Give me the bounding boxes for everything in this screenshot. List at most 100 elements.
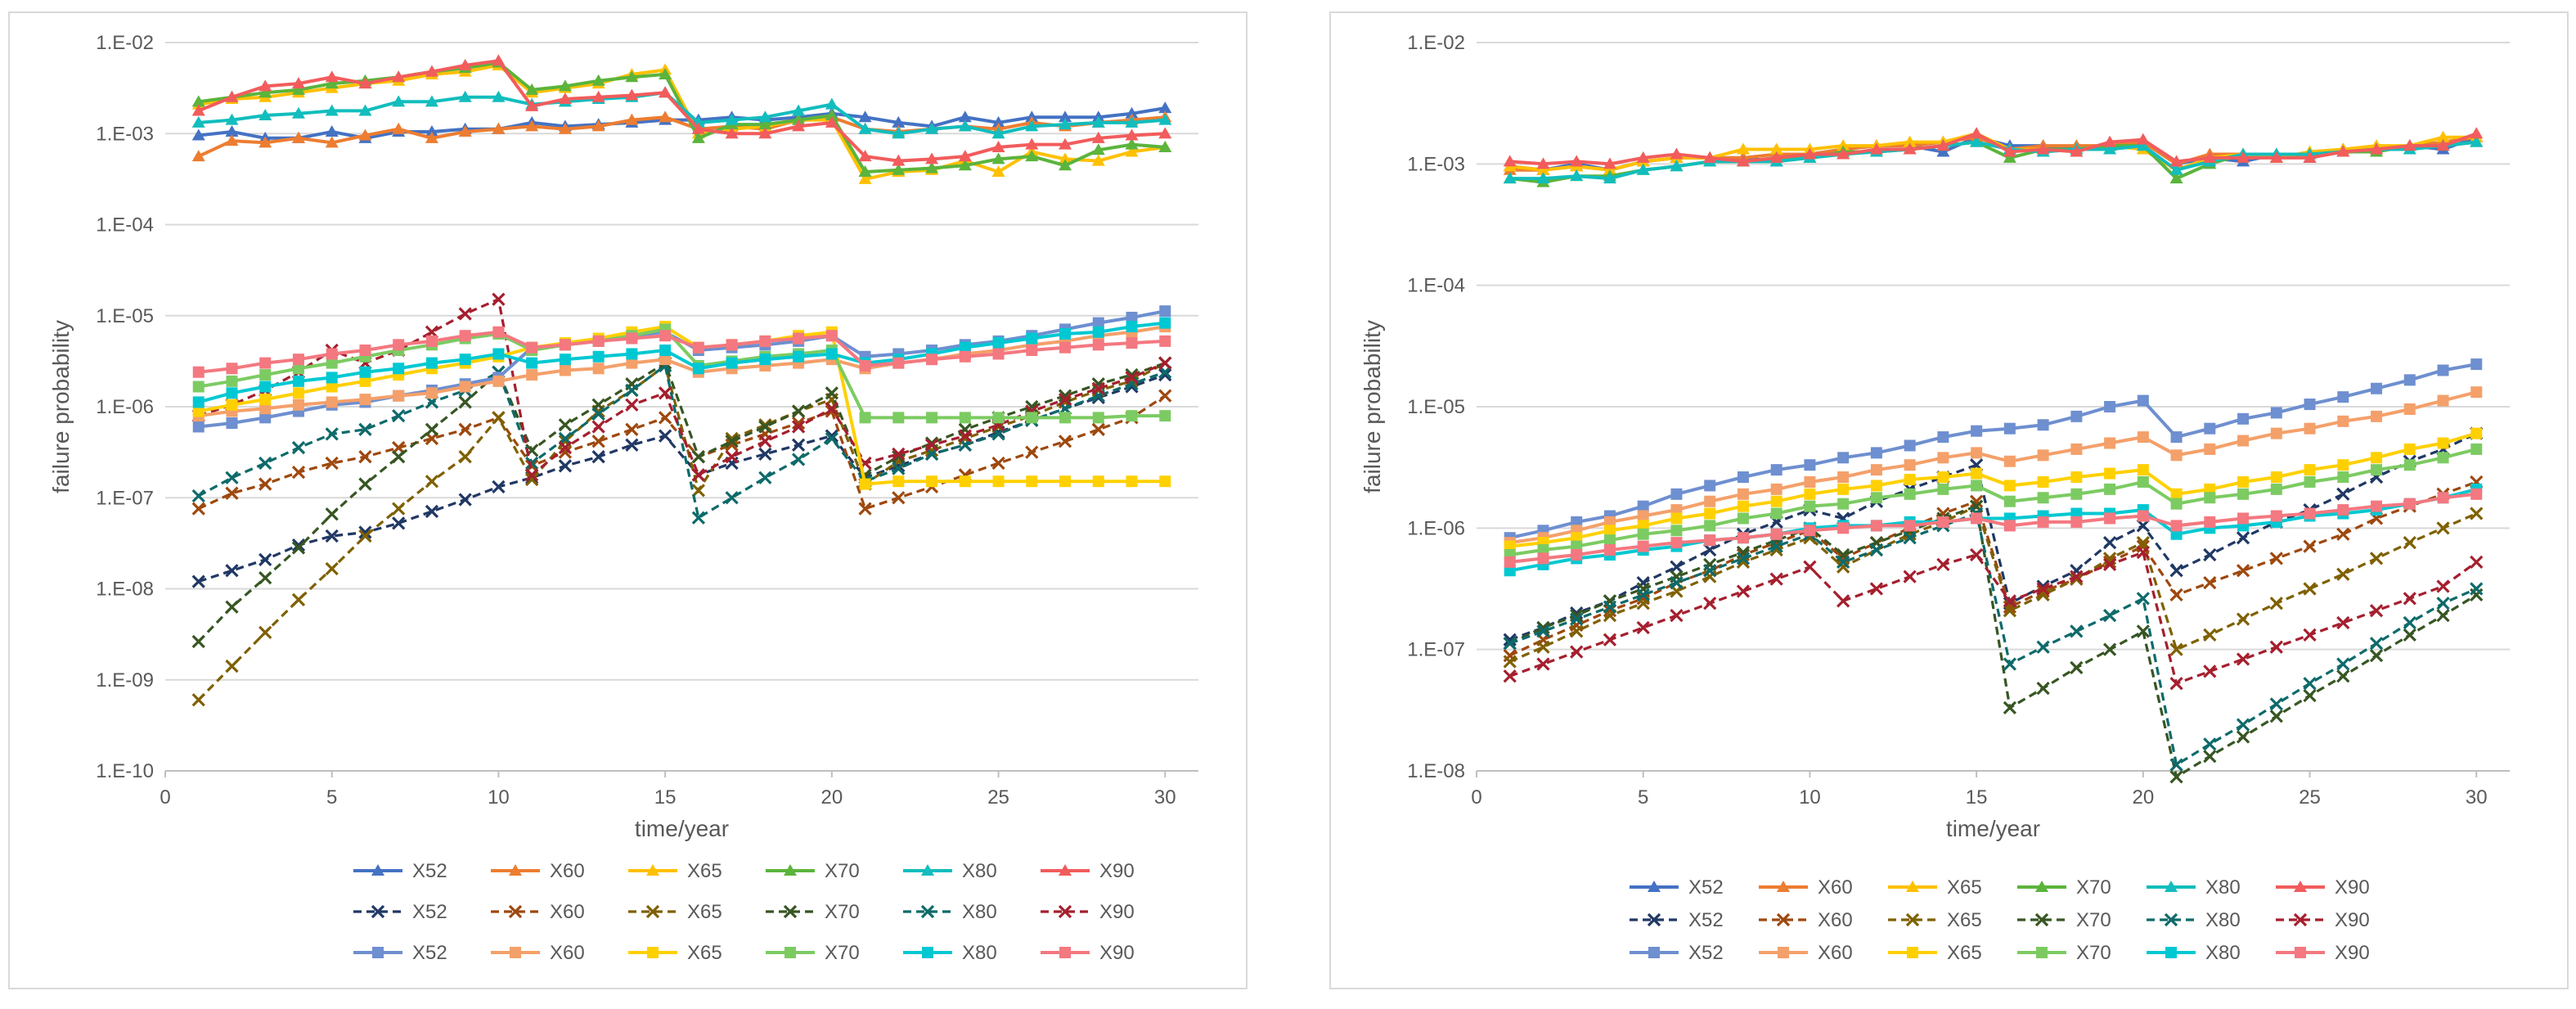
data-X80-point [458, 90, 472, 102]
data-X60-point [225, 134, 239, 146]
data-X90-point [926, 354, 938, 366]
legend-label: X52 [1688, 942, 1724, 964]
data-X90-point [758, 435, 772, 448]
legend-entry-square-X90: X90 [2276, 942, 2370, 964]
legend-entry-dashed-x-X70: X70 [766, 901, 860, 923]
data-X65-point [1904, 474, 1916, 485]
data-X52-point [1158, 367, 1172, 382]
legend-point [2294, 881, 2307, 892]
data-X80-point [1125, 115, 1139, 128]
legend-label: X65 [1947, 942, 1982, 964]
data-X60-point [2169, 588, 2183, 602]
data-X90-point [291, 77, 305, 89]
data-X90-point [258, 79, 272, 92]
data-X90-point [393, 339, 405, 351]
legend-entry-dashed-x-X60: X60 [1759, 909, 1853, 931]
data-X65-point [2336, 567, 2350, 581]
legend-label: X65 [687, 860, 722, 882]
data-X90-point [1570, 155, 1584, 167]
data-X60-point [2304, 422, 2316, 435]
data-X90-point [1504, 556, 1516, 568]
data-X52-point [225, 564, 239, 578]
data-X90-point [325, 70, 339, 83]
data-X65-point [258, 625, 272, 640]
data-X80-point [1059, 118, 1072, 130]
data-X70-point [2037, 492, 2049, 504]
data-X70-point [259, 369, 272, 381]
y-tick-label: 1.E-07 [96, 487, 154, 509]
data-X52-point [2037, 419, 2049, 431]
data-X70-point [1059, 412, 1072, 424]
data-X90-point [1803, 560, 1817, 574]
data-X65-point [1770, 495, 1783, 507]
data-X52-point [892, 115, 906, 128]
data-X70-point [1804, 500, 1816, 512]
legend-point [1059, 864, 1072, 876]
legend-label: X80 [962, 942, 997, 964]
series-triangle-X90 [191, 54, 1172, 166]
legend-label: X60 [550, 942, 585, 964]
data-X65-point [191, 693, 205, 707]
legend-point [371, 904, 385, 919]
data-X90-point [2102, 557, 2117, 571]
y-tick-label: 1.E-08 [96, 579, 154, 601]
data-X90-point [1570, 645, 1584, 659]
legend-point [783, 904, 798, 919]
data-X80-point [958, 119, 972, 132]
legend-entry-square-X65: X65 [628, 942, 722, 964]
data-X65-point [1836, 560, 1850, 574]
y-tick-label: 1.E-06 [96, 396, 154, 418]
data-X70-point [1937, 483, 1949, 495]
data-X90-point [2136, 133, 2150, 145]
data-X90-point [2303, 151, 2317, 163]
data-X60-point [292, 399, 304, 411]
data-X65-point [259, 394, 272, 406]
data-X52-point [758, 447, 772, 461]
data-X90-point [425, 65, 438, 77]
data-X70-point [2136, 624, 2150, 638]
data-X60-point [1158, 389, 1172, 403]
data-X60-point [291, 465, 306, 480]
data-X65-point [1736, 142, 1750, 155]
data-X60-point [1091, 422, 1105, 436]
legend-entry-dashed-x-X90: X90 [2276, 909, 2370, 931]
data-X52-point [1870, 447, 1882, 459]
data-X80-point [725, 113, 739, 125]
data-X90-point [2371, 500, 2383, 512]
legend-point [784, 947, 796, 958]
data-X65-point [2303, 582, 2317, 596]
data-X90-point [192, 366, 205, 378]
legend-label: X80 [2205, 942, 2241, 964]
data-X90-point [2037, 516, 2049, 528]
legend-entry-triangle-X90: X90 [2276, 876, 2370, 899]
data-X70-point [1026, 412, 1038, 424]
legend-point [646, 864, 659, 876]
data-X70-point [2403, 628, 2416, 642]
data-X90-point [1803, 147, 1817, 160]
data-X65-point [1870, 480, 1882, 492]
series-line-X70 [197, 361, 1166, 643]
data-X90-point [1670, 609, 1684, 623]
data-X70-point [1158, 140, 1172, 152]
data-X65-point [2337, 459, 2349, 471]
data-X80-point [2470, 135, 2484, 147]
legend-label: X80 [962, 901, 997, 923]
legend-entry-triangle-X60: X60 [1759, 876, 1853, 899]
data-X60-point [892, 491, 906, 505]
data-X70-point [591, 74, 605, 86]
legend-entry-triangle-X60: X60 [491, 860, 585, 882]
series-dashed-x-X65 [1503, 499, 2484, 669]
data-X90-point [1769, 572, 1783, 586]
series-square-X70 [1504, 443, 2483, 561]
data-X90-point [1936, 139, 1950, 151]
legend-label: X52 [1688, 876, 1724, 899]
y-tick-label: 1.E-03 [1407, 153, 1465, 175]
data-X70-point [226, 375, 238, 387]
data-X60-point [2437, 394, 2449, 407]
data-X80-point [1670, 575, 1684, 590]
data-X90-point [1636, 620, 1650, 635]
data-X52-point [1971, 425, 1983, 437]
data-X60-point [659, 354, 672, 366]
data-X52-point [2170, 431, 2183, 444]
data-X65-point [1125, 145, 1139, 157]
